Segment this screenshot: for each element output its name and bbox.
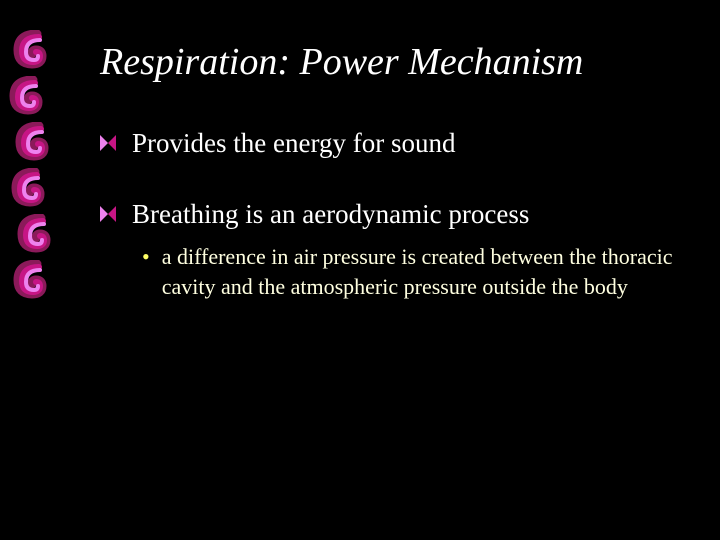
- swirl-icon: [6, 76, 60, 124]
- swirl-icon: [14, 214, 68, 262]
- swirl-icon: [8, 168, 62, 216]
- swirl-icon: [10, 260, 64, 308]
- slide-content: Respiration: Power Mechanism Provides th…: [100, 40, 690, 302]
- sub-bullet-item: • a difference in air pressure is create…: [142, 242, 690, 301]
- swirl-icon: [10, 30, 64, 78]
- swirl-icon: [12, 122, 66, 170]
- bullet-item: Breathing is an aerodynamic process: [100, 197, 690, 232]
- sub-bullet-marker-icon: •: [142, 244, 150, 270]
- bullet-item: Provides the energy for sound: [100, 126, 690, 161]
- bullet-text: Provides the energy for sound: [132, 126, 455, 161]
- side-decoration: [0, 30, 72, 330]
- bullet-marker-icon: [100, 135, 116, 151]
- bullet-text: Breathing is an aerodynamic process: [132, 197, 529, 232]
- slide-title: Respiration: Power Mechanism: [100, 40, 690, 84]
- sub-bullet-text: a difference in air pressure is created …: [162, 242, 690, 301]
- bullet-marker-icon: [100, 206, 116, 222]
